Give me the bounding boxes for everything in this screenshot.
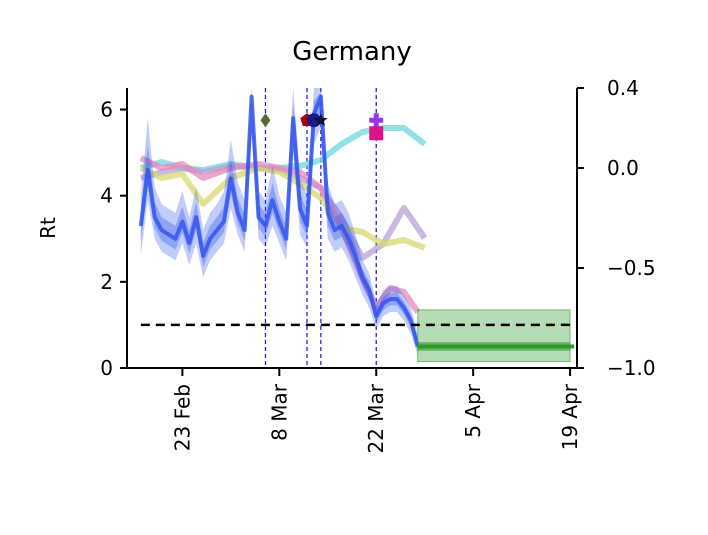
- y-tick-label: 0: [100, 356, 113, 380]
- y-axis-label: Rt: [36, 217, 60, 239]
- y2-tick-label: 0.4: [607, 76, 639, 100]
- x-tick-label: 22 Mar: [364, 383, 388, 453]
- axes: 0 2 4 6 −1.0 −0.5 0.0 0.4 23 Feb 8 Mar 22 Mar 5 Apr…: [100, 76, 655, 454]
- secondary-series-line: [139, 155, 421, 314]
- rt-line: [138, 94, 420, 347]
- y-tick-label: 2: [100, 270, 113, 294]
- forecast-band-outer: [417, 309, 571, 363]
- x-tick-label: 5 Apr: [461, 383, 485, 437]
- intervention-marker-square: [369, 126, 384, 141]
- x-tick-label: 19 Apr: [558, 383, 582, 450]
- x-tick-label: 23 Feb: [170, 384, 194, 451]
- y2-tick-label: 0.0: [607, 156, 639, 180]
- intervention-marker-plus: [369, 113, 384, 128]
- intervention-marker-diamond: [260, 113, 271, 128]
- intervention-marker-star: [314, 113, 328, 126]
- plot-area: [138, 88, 575, 368]
- x-tick-label: 8 Mar: [267, 383, 291, 441]
- series-group: [138, 88, 575, 368]
- y-tick-label: 4: [100, 184, 113, 208]
- y2-tick-label: −1.0: [607, 356, 656, 380]
- y-tick-label: 6: [100, 98, 113, 122]
- y2-tick-label: −0.5: [607, 256, 656, 280]
- chart-title: Germany: [292, 37, 412, 67]
